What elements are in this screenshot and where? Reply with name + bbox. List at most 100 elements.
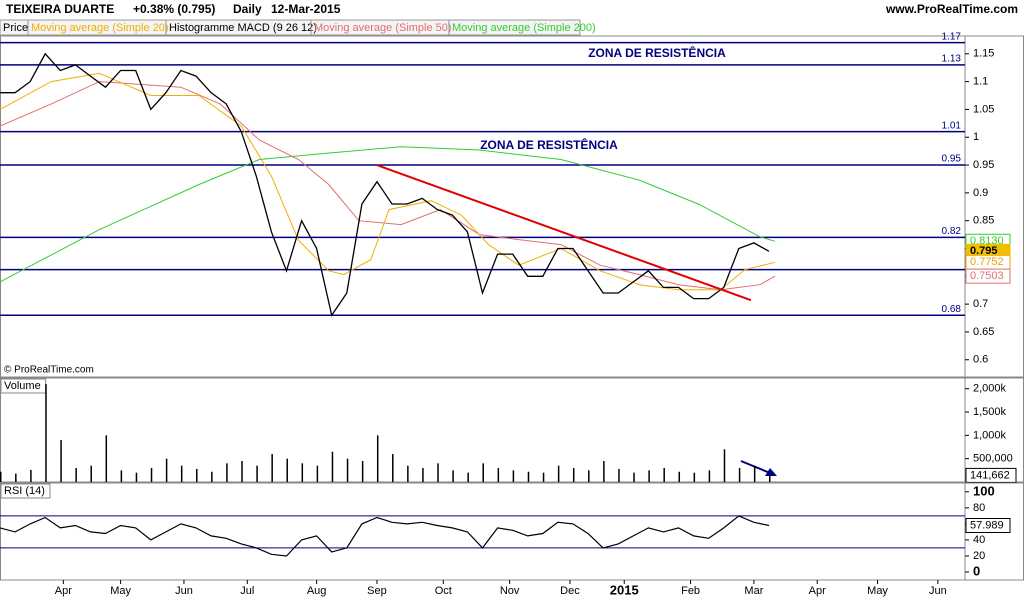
tab[interactable]: Price <box>3 22 28 34</box>
last-value-box <box>965 467 1017 483</box>
volume-bar <box>331 451 334 482</box>
tab-bar <box>0 19 581 36</box>
y-tick-label: 0.65 <box>973 326 994 338</box>
volume-bar <box>316 465 319 482</box>
x-tick-label: Sep <box>367 585 387 597</box>
watermark: © ProRealTime.com <box>4 365 94 376</box>
change: +0.38% (0.795) <box>133 2 215 16</box>
tab[interactable]: Moving average (Simple 20) <box>31 22 169 34</box>
level-label: 0.82 <box>942 226 962 237</box>
last-value-label: 57.989 <box>970 519 1004 531</box>
level-label: 0.68 <box>942 304 962 315</box>
price-line <box>0 52 770 317</box>
volume-bar <box>437 463 439 482</box>
volume-bar <box>0 471 2 482</box>
y-tick-label: 100 <box>973 483 995 498</box>
tab[interactable]: Histogramme MACD (9 26 12) <box>169 22 317 34</box>
volume-bar <box>753 465 756 482</box>
volume-bar <box>165 458 168 482</box>
volume-bar <box>648 470 650 482</box>
panel-title: Volume <box>4 380 41 392</box>
y-tick-label: 0.85 <box>973 215 994 227</box>
trendline <box>376 164 752 302</box>
x-tick-label: Dec <box>560 585 580 597</box>
x-tick-label: Jun <box>175 585 193 597</box>
volume-bar <box>15 473 17 482</box>
volume-bar <box>45 384 47 482</box>
volume-bar <box>226 463 228 482</box>
arrow-head <box>765 468 777 476</box>
volume-bar <box>497 468 500 482</box>
y-tick-label: 500,000 <box>973 453 1013 465</box>
volume-bar <box>180 465 183 482</box>
volume-bar <box>542 472 545 482</box>
volume-bar <box>196 468 198 482</box>
panel-title: RSI (14) <box>4 485 45 497</box>
volume-bar <box>708 470 711 482</box>
volume-bar <box>135 472 138 482</box>
volume-bar <box>618 468 620 482</box>
y-tick-label: 0 <box>973 563 980 578</box>
x-tick-label: Aug <box>307 585 327 597</box>
last-value-box <box>965 268 1011 284</box>
volume-bar <box>241 461 243 482</box>
volume-bar <box>557 465 560 482</box>
volume-bar <box>678 471 681 482</box>
x-tick-label: Apr <box>809 585 826 597</box>
y-tick-label: 1,500k <box>973 406 1007 418</box>
date: 12-Mar-2015 <box>271 2 341 16</box>
x-tick-label: May <box>867 585 888 597</box>
volume-bar <box>527 471 530 482</box>
volume-bar <box>150 468 153 482</box>
volume-bar <box>105 435 108 482</box>
volume-bar <box>452 470 454 482</box>
volume-bar <box>768 475 771 482</box>
y-tick-label: 1.05 <box>973 103 994 115</box>
y-tick-label: 1.1 <box>973 76 988 88</box>
period: Daily <box>233 2 262 16</box>
volume-bar <box>286 458 288 482</box>
last-value-box <box>965 517 1011 533</box>
last-value-label: 141,662 <box>970 469 1010 481</box>
y-tick-label: 0.6 <box>973 354 988 366</box>
volume-bar <box>120 470 123 482</box>
y-tick-label: 1 <box>973 131 979 143</box>
volume-bar <box>75 468 77 482</box>
volume-bar <box>738 468 741 482</box>
volume-bar <box>376 435 379 482</box>
volume-bar <box>392 454 394 482</box>
volume-bar <box>482 463 484 482</box>
y-tick-label: 0.9 <box>973 187 988 199</box>
volume-bar <box>407 465 409 482</box>
panel-title-box <box>0 483 51 499</box>
last-value-label: 0.795 <box>970 245 998 257</box>
volume-bar <box>271 454 273 482</box>
tab-row: Price Moving average (Simple 20) Histogr… <box>0 19 596 36</box>
x-tick-label: Apr <box>55 585 72 597</box>
last-value-label: 0.7503 <box>970 270 1004 282</box>
y-tick-label: 40 <box>973 534 985 546</box>
volume-bar <box>467 472 469 482</box>
volume-bar <box>301 463 304 482</box>
x-tick-label: 2015 <box>610 582 639 597</box>
chart-title: TEIXEIRA DUARTE <box>6 2 114 16</box>
volume-bar <box>572 468 575 482</box>
level-label: 1.17 <box>942 31 962 42</box>
moving-average <box>0 72 776 291</box>
volume-bar <box>422 468 424 482</box>
volume-bar <box>512 470 515 482</box>
tab[interactable]: Moving average (Simple 200) <box>452 22 596 34</box>
volume-bar <box>60 440 62 482</box>
x-tick-label: Jun <box>929 585 947 597</box>
moving-average <box>0 146 776 283</box>
level-label: 0.95 <box>942 154 962 165</box>
y-tick-label: 0.7 <box>973 298 988 310</box>
level-label: 1.01 <box>942 120 962 131</box>
y-tick-label: 1.15 <box>973 48 994 60</box>
tab[interactable]: Moving average (Simple 50) <box>314 22 452 34</box>
arrow <box>740 460 777 476</box>
annotation: ZONA DE RESISTÊNCIA <box>588 45 726 60</box>
